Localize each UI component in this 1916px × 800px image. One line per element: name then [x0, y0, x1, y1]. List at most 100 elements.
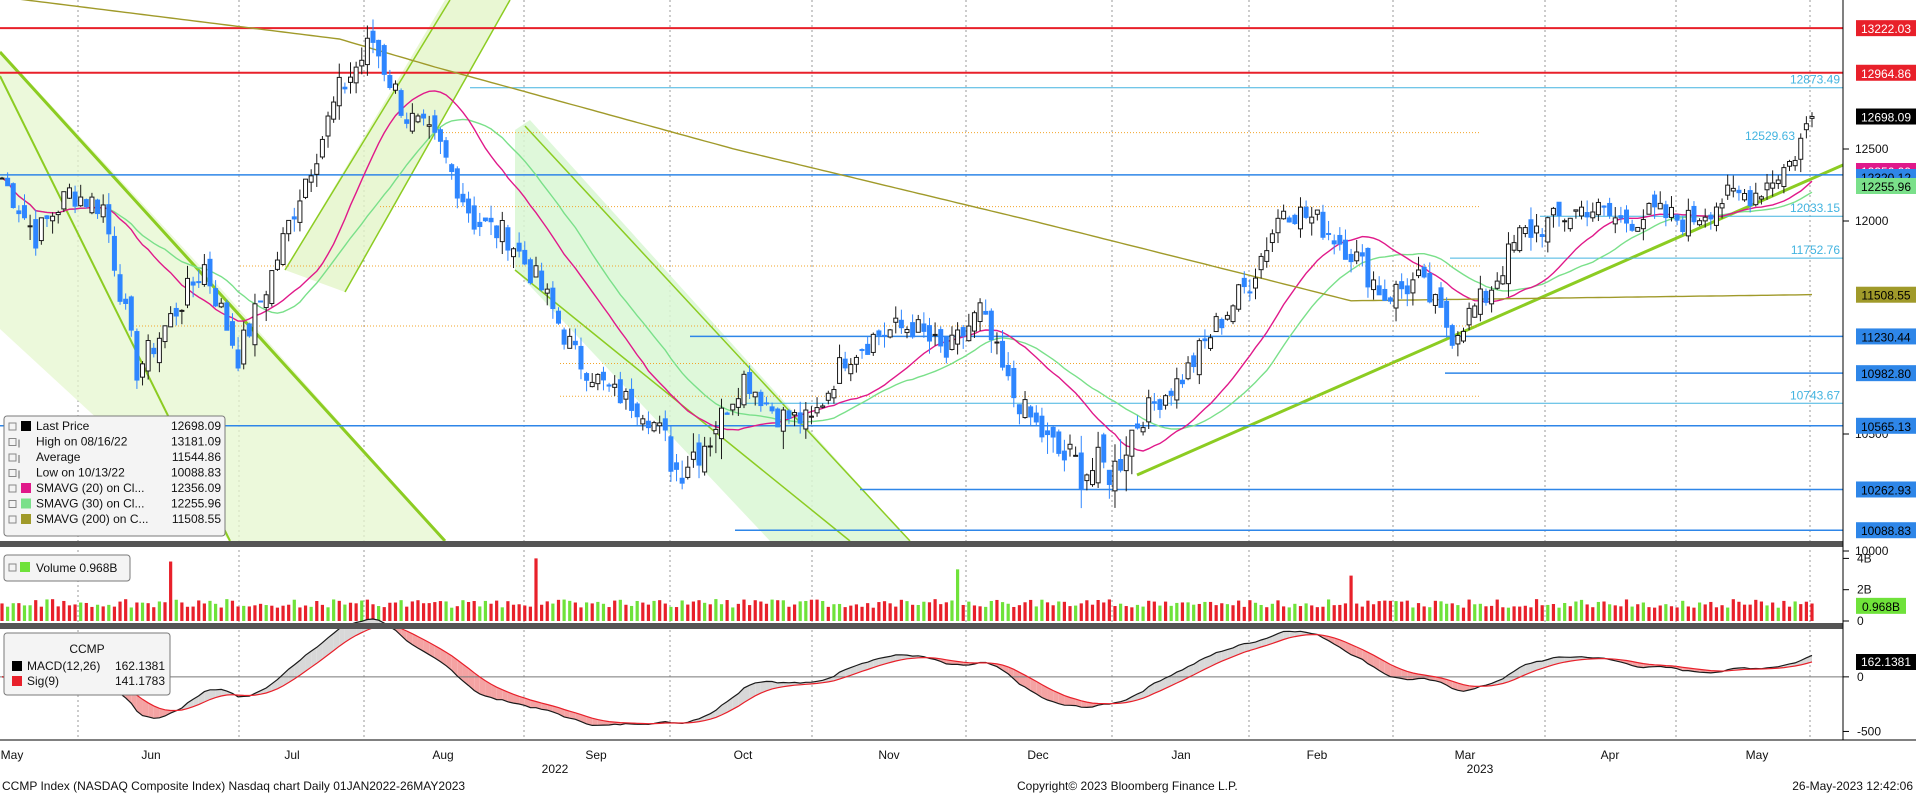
month-label: May [1, 748, 24, 762]
volume-bar [1130, 607, 1133, 621]
candle-body [1057, 432, 1061, 453]
volume-bar [1383, 601, 1386, 621]
legend-label: Sig(9) [27, 674, 59, 688]
candle-body [1034, 413, 1038, 422]
candle-body [646, 421, 650, 427]
candle-body [377, 40, 381, 55]
volume-bar [799, 601, 802, 621]
volume-bar [945, 602, 948, 621]
legend-label: MACD(12,26) [27, 659, 100, 673]
candle-body [1473, 306, 1477, 317]
price-tick-label: 12000 [1855, 214, 1889, 228]
volume-bar [619, 600, 622, 621]
candle-body [635, 404, 639, 417]
candle-body [62, 192, 66, 209]
volume-bar [383, 607, 386, 621]
volume-bar [1591, 607, 1594, 621]
volume-bar [169, 562, 172, 621]
volume-bar [1327, 599, 1330, 621]
volume-bar [1619, 606, 1622, 621]
candle-body [798, 413, 802, 423]
candle-body [129, 297, 133, 330]
candle-body [1647, 203, 1651, 214]
legend-label: SMAVG (20) on Cl... [36, 481, 144, 495]
candle-body [1254, 278, 1258, 288]
price-tick-label: 12500 [1855, 142, 1889, 156]
volume-bar [967, 602, 970, 621]
candle-body [118, 275, 122, 302]
candle-body [995, 342, 999, 343]
candle-body [1343, 240, 1347, 259]
volume-bar [1659, 605, 1662, 621]
candle-body [1394, 284, 1398, 308]
volume-tick-label: 4B [1857, 551, 1872, 565]
candle-body [1788, 162, 1792, 167]
candle-body [1776, 180, 1780, 184]
candle-body [405, 120, 409, 124]
candle-body [748, 373, 752, 394]
candle-body [1698, 221, 1702, 225]
volume-bar [147, 603, 150, 621]
candle-body [422, 114, 426, 118]
volume-bar [1423, 606, 1426, 621]
volume-bar [113, 607, 116, 621]
legend-swatch [21, 421, 31, 431]
candle-body [157, 338, 161, 362]
volume-bar [1265, 607, 1268, 621]
volume-bar [6, 607, 9, 621]
candle-body [843, 359, 847, 368]
volume-bar [1366, 601, 1369, 621]
volume-bar [102, 606, 105, 621]
candle-body [39, 218, 43, 241]
candle-body [185, 278, 189, 305]
candle-body [11, 184, 15, 208]
volume-bar [568, 601, 571, 621]
candle-body [1501, 276, 1505, 284]
candle-body [883, 335, 887, 336]
volume-bar [990, 601, 993, 621]
candle-body [180, 310, 184, 311]
volume-bar [1097, 600, 1100, 621]
candle-body [1518, 228, 1522, 251]
volume-bar [810, 600, 813, 621]
candle-body [1535, 226, 1539, 233]
volume-bar [849, 606, 852, 621]
volume-bar [1597, 602, 1600, 621]
volume-bar [1141, 607, 1144, 621]
volume-bar [557, 600, 560, 621]
candle-body [927, 326, 931, 341]
volume-bar [163, 602, 166, 621]
candle-body [1596, 202, 1600, 214]
candle-body [1658, 203, 1662, 208]
footer-left: CCMP Index (NASDAQ Composite Index) Nasd… [2, 779, 465, 793]
volume-bar [1631, 607, 1634, 621]
legend-swatch [21, 514, 31, 524]
volume-bar [1068, 606, 1071, 621]
candle-body [1315, 210, 1319, 214]
candle-body [1731, 188, 1735, 191]
volume-bar [439, 601, 442, 621]
candle-body [1006, 365, 1010, 375]
volume-bar [1316, 607, 1319, 621]
volume-bar [40, 607, 43, 621]
volume-bar [630, 606, 633, 621]
volume-bar [90, 607, 93, 621]
candle-body [1192, 356, 1196, 367]
volume-bar [1355, 604, 1358, 621]
volume-bar [1164, 602, 1167, 621]
level-label: 12873.49 [1790, 73, 1840, 87]
candle-body [1068, 444, 1072, 449]
candle-body [1090, 471, 1094, 485]
volume-bar [214, 604, 217, 621]
volume-bar [1625, 599, 1628, 621]
candle-body [73, 192, 77, 206]
volume-bar [1243, 607, 1246, 621]
volume-bar [1282, 606, 1285, 621]
volume-bar [1293, 604, 1296, 621]
candle-body [630, 389, 634, 410]
candle-body [1017, 405, 1021, 414]
volume-bar [1057, 601, 1060, 621]
volume-bar [12, 603, 15, 621]
volume-bar [1170, 606, 1173, 621]
month-label: Jun [141, 748, 160, 762]
